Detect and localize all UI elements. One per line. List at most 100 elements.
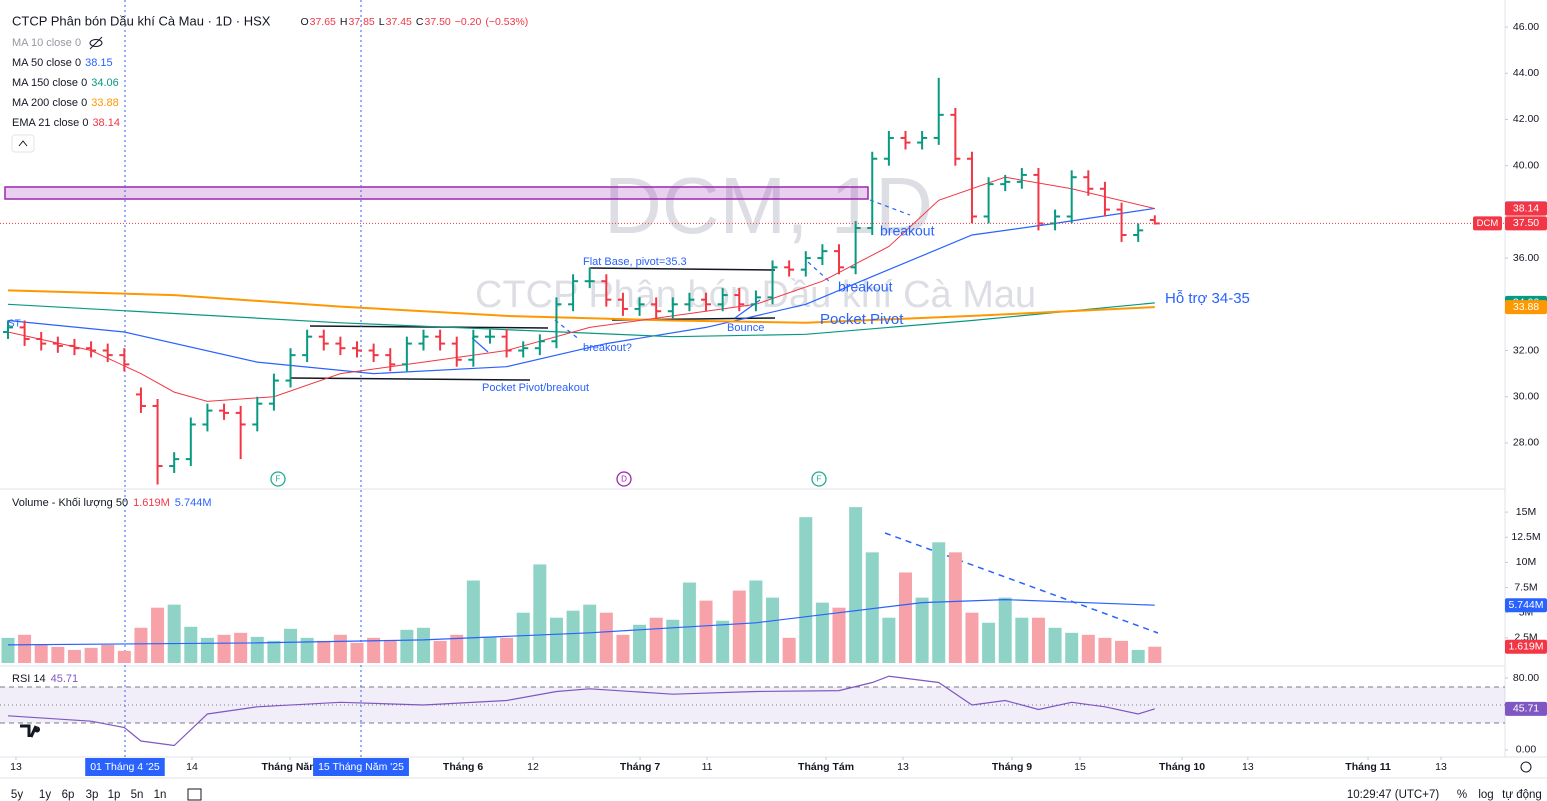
- volume-bar: [533, 564, 547, 663]
- annotation: breakout?: [583, 342, 632, 354]
- marker-label-box: [85, 758, 165, 776]
- price-badge-box: [1505, 701, 1547, 716]
- event-label: F: [276, 475, 281, 484]
- volume-bar: [450, 634, 464, 663]
- legend-text: (−0.53%): [485, 16, 528, 28]
- marker-label-box: [313, 758, 409, 776]
- legend-text: 38.15: [85, 57, 113, 69]
- volume-bar: [34, 644, 48, 663]
- range-button[interactable]: 5y: [11, 789, 23, 801]
- y-tick-label: 30.00: [1513, 391, 1539, 403]
- collapse-button[interactable]: [11, 134, 35, 153]
- percent-toggle[interactable]: %: [1457, 789, 1467, 801]
- volume-bar: [167, 604, 181, 663]
- volume-bar: [267, 640, 281, 663]
- event-marker[interactable]: [811, 471, 827, 487]
- range-button[interactable]: 6p: [62, 789, 75, 801]
- volume-bar: [1031, 617, 1045, 663]
- x-tick-label: Tháng Tám: [798, 761, 854, 773]
- range-button[interactable]: 5n: [131, 789, 144, 801]
- volume-bar: [383, 639, 397, 663]
- legend-text: 34.06: [91, 77, 119, 89]
- x-tick-label: 13: [897, 761, 909, 773]
- volume-bar: [666, 619, 680, 663]
- arrow: [554, 319, 581, 341]
- volume-bar: [732, 590, 746, 663]
- ma-line: [7, 302, 1155, 338]
- volume-bar: [898, 572, 912, 663]
- resistance-zone: [4, 186, 869, 200]
- legend-text: L: [379, 16, 385, 28]
- volume-bar: [566, 610, 580, 663]
- legend-text: 1.619M: [133, 497, 170, 509]
- price-badge-box: [1505, 639, 1547, 654]
- volume-bar: [583, 604, 597, 663]
- price-badge: 45.71: [1513, 703, 1539, 715]
- legend-text: 33.88: [91, 97, 119, 109]
- trendline: [289, 377, 531, 381]
- y-tick-label: 46.00: [1513, 21, 1539, 33]
- legend-text: 37.65: [310, 16, 336, 28]
- annotation: breakout: [838, 279, 893, 295]
- rsi-line: [7, 675, 1155, 747]
- volume-ma-line: [7, 598, 1155, 646]
- range-button[interactable]: 1p: [108, 789, 121, 801]
- legend-text: −0.20: [455, 16, 482, 28]
- y-tick-label: 15M: [1516, 506, 1536, 518]
- volume-bar: [915, 597, 929, 663]
- price-badge-box: [1505, 201, 1547, 216]
- collapse-box: [11, 134, 35, 153]
- volume-bar: [416, 627, 430, 663]
- price-badge-box: [1505, 300, 1547, 315]
- x-tick-label: 12: [527, 761, 539, 773]
- volume-bar: [782, 637, 796, 663]
- calendar-icon[interactable]: [187, 788, 202, 801]
- legend-text: 5.744M: [175, 497, 212, 509]
- annotation: Flat Base, pivot=35.3: [583, 256, 687, 268]
- symbol-tag-box: [1473, 216, 1502, 231]
- eye-icon[interactable]: [89, 36, 103, 50]
- legend-text: EMA 21 close 0: [12, 117, 88, 129]
- settings-icon[interactable]: [1520, 761, 1532, 773]
- volume-bar: [1081, 634, 1095, 663]
- volume-bar: [749, 580, 763, 663]
- y-tick-label: 0.00: [1516, 744, 1537, 756]
- volume-bar: [433, 640, 447, 663]
- volume-bar: [832, 607, 846, 663]
- marker-label: 01 Tháng 4 '25: [90, 761, 160, 773]
- volume-bar: [1048, 627, 1062, 663]
- volume-bar: [250, 636, 264, 663]
- volume-bar: [682, 582, 696, 663]
- eye-strike: [89, 36, 103, 50]
- volume-bar: [882, 617, 896, 663]
- event-marker[interactable]: [616, 471, 632, 487]
- gear: [1520, 761, 1532, 773]
- log-toggle[interactable]: log: [1478, 789, 1493, 801]
- legend-text: MA 150 close 0: [12, 77, 87, 89]
- volume-bar: [500, 637, 514, 663]
- y-tick-label: 42.00: [1513, 113, 1539, 125]
- price-badge-box: [1505, 598, 1547, 613]
- range-button[interactable]: 1n: [154, 789, 167, 801]
- volume-bar: [865, 552, 879, 663]
- legend-text: MA 10 close 0: [12, 37, 81, 49]
- price-badge: 38.14: [1513, 202, 1539, 214]
- volume-bar: [466, 580, 480, 663]
- range-button[interactable]: 1y: [39, 789, 51, 801]
- legend-text: Volume - Khối lượng 50: [12, 497, 128, 509]
- volume-bar: [84, 647, 98, 663]
- volume-bar: [1115, 640, 1129, 663]
- x-tick-label: Tháng 7: [620, 761, 660, 773]
- y-tick-label: 36.00: [1513, 252, 1539, 264]
- x-tick-label: 13: [10, 761, 22, 773]
- range-button[interactable]: 3p: [86, 789, 99, 801]
- annotation: Pocket Pivot: [820, 311, 904, 328]
- volume-bar: [965, 612, 979, 663]
- volume-bar: [67, 649, 81, 663]
- y-tick-label: 10M: [1516, 556, 1536, 568]
- auto-toggle[interactable]: tự động: [1502, 789, 1542, 801]
- event-marker[interactable]: [270, 471, 286, 487]
